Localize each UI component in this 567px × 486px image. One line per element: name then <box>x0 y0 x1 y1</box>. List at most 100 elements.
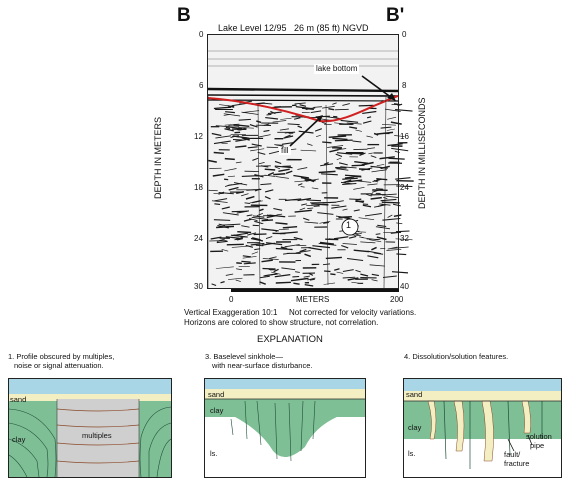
right-tick-0: 0 <box>402 30 407 39</box>
seismic-reflector <box>373 132 379 136</box>
seismic-reflector <box>303 217 310 221</box>
left-tick-30: 30 <box>194 282 203 291</box>
seismic-reflector <box>284 244 300 248</box>
seismic-reflector <box>325 256 342 260</box>
seismic-reflector <box>298 130 314 134</box>
seismic-reflector <box>297 125 303 129</box>
multiples-zone <box>57 399 139 477</box>
seismic-reflector <box>349 126 358 129</box>
seismic-reflector <box>324 115 340 119</box>
feature-number: 1 <box>346 220 352 230</box>
seismic-reflector <box>381 201 400 204</box>
seismic-reflector <box>391 147 409 152</box>
seismic-reflector <box>217 225 229 229</box>
seismic-reflector <box>319 221 331 224</box>
section-start-letter: B <box>177 5 191 26</box>
seismic-reflector <box>308 246 322 251</box>
seismic-reflector <box>280 231 298 235</box>
seismic-reflector <box>322 105 335 109</box>
seismic-reflector <box>285 170 293 175</box>
seismic-reflector <box>249 124 258 128</box>
seismic-reflector <box>248 217 258 222</box>
seismic-reflector <box>269 256 277 259</box>
seismic-reflector <box>274 166 281 170</box>
seismic-reflector <box>218 191 234 195</box>
seismic-reflector <box>212 173 225 177</box>
seismic-reflector <box>380 198 397 202</box>
seismic-reflector <box>374 204 387 208</box>
panel-dissolution <box>403 378 562 478</box>
seismic-reflector <box>312 245 331 249</box>
panel2-clay: clay <box>210 406 224 415</box>
seismic-reflector <box>231 102 247 107</box>
seismic-reflector <box>268 150 280 155</box>
seismic-reflector <box>214 198 228 202</box>
seismic-reflector <box>254 248 261 251</box>
seismic-reflector <box>359 152 366 157</box>
seismic-reflector <box>211 283 217 287</box>
seismic-reflector <box>252 237 261 241</box>
seismic-reflector <box>315 134 322 138</box>
seismic-reflector <box>222 223 241 226</box>
panel3-solution-2: pipe <box>530 441 545 450</box>
seismic-reflector <box>342 208 348 211</box>
seismic-reflector <box>368 152 373 155</box>
seismic-reflector <box>347 258 364 261</box>
seismic-reflector <box>336 152 353 155</box>
seismic-reflector <box>299 207 306 211</box>
seismic-reflector <box>338 162 348 166</box>
seismic-reflector <box>387 214 393 218</box>
seismic-reflector <box>381 123 396 126</box>
seismic-reflector <box>344 176 355 179</box>
panel3-caption-1: 4. Dissolution/solution features. <box>404 352 509 361</box>
seismic-reflector <box>252 157 259 161</box>
seismic-reflector <box>314 128 322 132</box>
seismic-reflector <box>304 283 314 287</box>
seismic-reflector <box>241 175 258 177</box>
seismic-reflector <box>351 281 363 285</box>
seismic-reflector <box>361 161 374 166</box>
seismic-reflector <box>224 157 235 161</box>
seismic-reflector <box>303 275 310 278</box>
seismic-reflector <box>245 195 255 200</box>
seismic-reflector <box>293 282 300 285</box>
seismic-reflector <box>371 169 387 173</box>
seismic-reflector <box>275 247 293 251</box>
seismic-reflector <box>342 103 350 106</box>
seismic-reflector <box>269 214 286 218</box>
seismic-reflector <box>275 144 284 147</box>
seismic-reflector <box>366 135 373 138</box>
seismic-reflector <box>367 183 378 186</box>
seismic-reflector <box>280 117 292 120</box>
seismic-reflector <box>247 232 257 236</box>
seismic-reflector <box>264 174 276 177</box>
seismic-reflector <box>322 141 332 144</box>
seismic-reflector <box>264 196 271 200</box>
seismic-reflector <box>228 126 243 130</box>
seismic-reflector <box>233 182 248 186</box>
seismic-reflector <box>371 273 380 277</box>
seismic-reflector <box>330 273 336 276</box>
seismic-reflector <box>348 235 357 239</box>
seismic-reflector <box>322 263 331 266</box>
seismic-reflector <box>342 276 356 279</box>
left-tick-24: 24 <box>194 234 203 243</box>
seismic-reflector <box>395 109 413 112</box>
seismic-reflector <box>390 121 402 125</box>
seismic-reflector <box>293 174 310 179</box>
seismic-reflector <box>365 193 372 197</box>
explanation-title: EXPLANATION <box>257 334 323 345</box>
seismic-reflector <box>301 107 314 111</box>
seismic-reflector <box>251 143 262 147</box>
right-tick-40: 40 <box>400 282 409 291</box>
seismic-reflector <box>295 105 312 110</box>
seismic-reflector <box>250 237 264 242</box>
seismic-reflector <box>262 267 275 270</box>
note-velocity: Not corrected for velocity variations. <box>289 308 417 317</box>
seismic-reflector <box>219 104 235 107</box>
panel1-sand: sand <box>10 395 27 404</box>
feature-circle <box>341 218 359 236</box>
seismic-reflector <box>240 193 249 197</box>
seismic-reflector <box>236 268 243 271</box>
seismic-reflector <box>215 266 234 269</box>
